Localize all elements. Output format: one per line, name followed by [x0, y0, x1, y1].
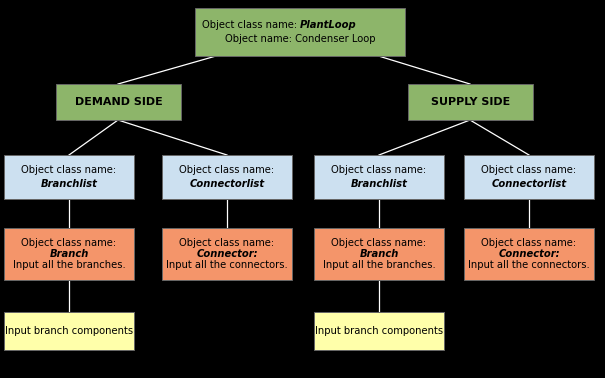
- FancyBboxPatch shape: [4, 155, 134, 199]
- FancyBboxPatch shape: [408, 84, 533, 120]
- FancyBboxPatch shape: [4, 312, 134, 350]
- Text: Input all the connectors.: Input all the connectors.: [166, 260, 288, 270]
- FancyBboxPatch shape: [314, 312, 444, 350]
- Text: Input branch components: Input branch components: [5, 326, 133, 336]
- Text: Connector:: Connector:: [196, 249, 258, 259]
- FancyBboxPatch shape: [314, 155, 444, 199]
- Text: Object class name:: Object class name:: [332, 238, 427, 248]
- Text: Branchlist: Branchlist: [350, 179, 407, 189]
- Text: Object class name:: Object class name:: [21, 238, 117, 248]
- Text: Object class name:: Object class name:: [332, 165, 427, 175]
- FancyBboxPatch shape: [4, 228, 134, 280]
- Text: Object class name:: Object class name:: [201, 20, 300, 30]
- FancyBboxPatch shape: [56, 84, 181, 120]
- FancyBboxPatch shape: [162, 228, 292, 280]
- Text: Branch: Branch: [359, 249, 399, 259]
- Text: DEMAND SIDE: DEMAND SIDE: [74, 97, 162, 107]
- FancyBboxPatch shape: [464, 155, 594, 199]
- Text: Object class name:: Object class name:: [482, 165, 577, 175]
- Text: Object class name:: Object class name:: [180, 238, 275, 248]
- Text: Object class name:: Object class name:: [180, 165, 275, 175]
- FancyBboxPatch shape: [314, 228, 444, 280]
- FancyBboxPatch shape: [464, 228, 594, 280]
- FancyBboxPatch shape: [195, 8, 405, 56]
- Text: Connector:: Connector:: [498, 249, 560, 259]
- Text: Object class name:: Object class name:: [21, 165, 117, 175]
- Text: Connectorlist: Connectorlist: [491, 179, 566, 189]
- FancyBboxPatch shape: [162, 155, 292, 199]
- Text: Input all the connectors.: Input all the connectors.: [468, 260, 590, 270]
- Text: Branch: Branch: [50, 249, 89, 259]
- Text: Connectorlist: Connectorlist: [189, 179, 264, 189]
- Text: PlantLoop: PlantLoop: [300, 20, 356, 30]
- Text: Branchlist: Branchlist: [41, 179, 97, 189]
- Text: Object name: Condenser Loop: Object name: Condenser Loop: [224, 34, 375, 44]
- Text: Input branch components: Input branch components: [315, 326, 443, 336]
- Text: Input all the branches.: Input all the branches.: [13, 260, 125, 270]
- Text: Input all the branches.: Input all the branches.: [322, 260, 436, 270]
- Text: SUPPLY SIDE: SUPPLY SIDE: [431, 97, 510, 107]
- Text: Object class name:: Object class name:: [482, 238, 577, 248]
